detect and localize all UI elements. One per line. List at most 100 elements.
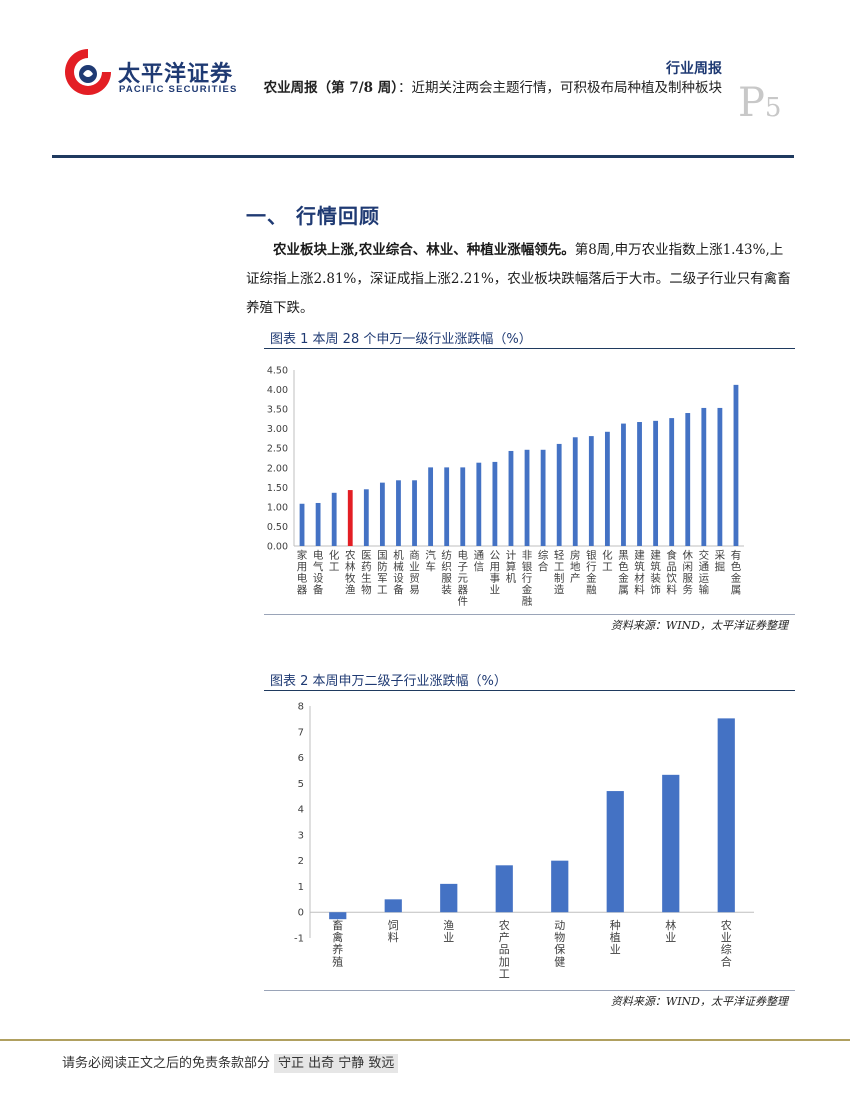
chart1-bar [396,480,401,546]
chart2-bar [384,899,402,913]
chart1-svg: 0.00 0.50 1.00 1.50 2.00 2.50 3.00 3.50 4.00 4.50… [267,366,744,608]
chart1-x-tick-label: 融 [522,596,533,608]
chart1-x-tick-label: 料 [666,583,677,596]
chart1-bar [588,436,594,546]
chart1-x-tick-label: 筑 [650,560,661,573]
chart1-x-tick-label: 装 [441,583,452,596]
chart1-x-tick-label: 械 [393,560,404,573]
chart1-bar [460,467,466,546]
chart1-y-tick-label: 0.50 [267,522,288,533]
chart1-x-tick-label: 装 [650,572,661,585]
chart2-x-tick-label: 品 [499,943,510,956]
report-title-rest: ：近期关注两会主题行情，可积极布局种植及制种板块 [398,80,722,96]
chart1-x-tick-label: 黑 [618,550,629,562]
figure1-title-rule [264,348,795,349]
page-number-value: 5 [764,93,782,123]
chart1-x-tick-label: 非 [522,550,533,562]
chart1-x-tick-label: 行 [522,572,533,585]
chart1-x-tick-label: 器 [297,584,308,596]
chart1-x-tick-label: 设 [393,573,404,585]
chart1-x-tick-label: 属 [618,584,629,596]
chart1-bar [492,461,498,546]
chart1-y-tick-label: 4.00 [267,385,288,396]
chart1-x-tick-label: 融 [586,584,597,596]
chart1-x-tick-label: 工 [377,584,388,596]
page-letter: P [738,80,765,126]
chart1-x-tick-label: 贸 [409,573,420,585]
figure2-source: 资料来源：WIND，太平洋证券整理 [610,995,788,1008]
page-number: P5 [738,80,781,126]
chart1-bar [347,490,353,546]
chart1-x-tick-label: 医 [361,550,372,562]
chart1-x-tick-label: 业 [490,584,501,596]
chart2-y-tick-label: 2 [298,856,304,867]
chart1-bar [637,422,642,546]
chart1-x-tick-label: 建 [650,549,661,562]
chart1-x-tick-label: 行 [586,560,597,573]
chart2-bar [662,774,680,913]
logo-icon [65,49,111,95]
chart2-x-tick-label: 畜 [332,918,343,932]
chart1-x-tick-label: 业 [409,561,420,573]
footer: 请务必阅读正文之后的免责条款部分 守正 出奇 宁静 致远 [62,1052,399,1073]
chart2-bar [440,883,458,913]
chart2-x-tick-label: 饲 [388,919,399,932]
chart1-x-tick-label: 交 [699,549,710,562]
chart1-x-tick-label: 服 [683,573,694,585]
chart1-x-tick-label: 属 [731,584,742,596]
chart1-x-tick-label: 商 [409,549,420,562]
figure2-title-rule [264,690,795,691]
chart1-x-tick-label: 输 [699,583,710,596]
chart2-y-tick-label: 3 [298,830,304,841]
chart2-x-tick-label: 殖 [332,955,343,968]
chart1-x-tick-label: 计 [506,549,517,562]
chart1-x-tick-label: 通 [699,561,710,573]
chart1-bar [315,502,321,546]
chart2-y-tick-label: 4 [298,805,304,816]
chart1-x-tick-label: 车 [425,560,436,573]
chart1-x-tick-label: 运 [699,573,710,585]
chart1-bar [363,489,369,546]
chart1-x-tick-label: 国 [377,550,388,562]
chart1-x-tick-label: 掘 [715,560,726,573]
chart1-y-tick-label: 3.00 [267,424,288,435]
chart1-x-tick-label: 食 [666,549,677,562]
chart1-y-tick-label: 2.00 [267,463,288,474]
chart1-x-tick-label: 电 [297,572,308,585]
chart1-bar [701,407,707,546]
chart1-x-tick-label: 地 [570,560,581,573]
chart1-x-tick-label: 防 [377,560,388,573]
chart1-bar [556,443,562,546]
chart2-y-tick-label: 0 [298,908,304,919]
chart2-y-tick-label: 7 [298,727,304,738]
chart2-x-tick-label: 林 [665,918,676,932]
chart1-bar [428,467,434,546]
chart1-x-tick-label: 综 [538,549,549,562]
chart1-y-tick-label: 3.50 [267,405,288,416]
chart2-x-tick-label: 禽 [332,930,343,944]
chart2-x-tick-label: 物 [554,930,565,944]
chart1-x-tick-label: 用 [490,561,501,573]
header-divider [52,155,794,158]
chart1-x-tick-label: 银 [586,549,597,562]
chart1-x-tick-label: 通 [474,550,485,562]
chart1-x-tick-label: 药 [361,561,372,573]
chart2-x-tick-label: 工 [499,967,510,980]
footer-divider [0,1039,850,1041]
chart1-y-tick-label: 0.00 [267,542,288,553]
chart2-y-tick-label: 6 [298,753,304,764]
logo-text-cn: 太平洋证券 [118,62,234,87]
chart2-x-tick-label: 料 [388,930,399,944]
chart1-x-tick-label: 元 [458,573,469,585]
chart2-x-tick-label: 动 [554,919,565,932]
section-title: 一、 行情回顾 [246,204,380,228]
chart2-x-tick-label: 渔 [443,919,454,932]
chart1-x-tick-label: 采 [715,550,726,562]
report-category: 行业周报 [666,61,722,77]
section-body: 农业板块上涨,农业综合、林业、种植业涨幅领先。第8周,申万农业指数上涨1.43%… [246,236,791,323]
figure1-source: 资料来源：WIND，太平洋证券整理 [610,619,788,632]
chart1-y-tick-label: 1.50 [267,483,288,494]
chart1-x-tick-label: 金 [731,572,742,585]
chart1-bar [412,480,417,546]
